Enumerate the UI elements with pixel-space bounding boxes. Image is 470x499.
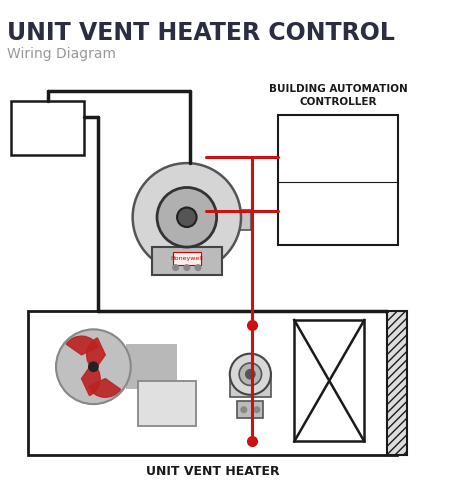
Circle shape: [56, 329, 131, 404]
Circle shape: [254, 407, 260, 413]
Circle shape: [195, 265, 201, 270]
Text: POWER
SOURCE: POWER SOURCE: [23, 116, 73, 139]
Bar: [278, 114, 398, 246]
Text: Wiring Diagram: Wiring Diagram: [8, 47, 117, 61]
Bar: [230, 373, 271, 397]
Bar: [237, 401, 263, 418]
Bar: [11, 100, 84, 155]
Wedge shape: [81, 363, 100, 396]
Circle shape: [184, 265, 189, 270]
Bar: [235, 210, 251, 231]
Wedge shape: [66, 336, 98, 355]
Circle shape: [173, 265, 179, 270]
Circle shape: [89, 362, 98, 371]
Circle shape: [133, 163, 241, 271]
Text: Digital
Input: Digital Input: [290, 151, 336, 181]
Text: Digital
Input: Digital Input: [290, 203, 336, 232]
Text: UNIT VENT HEATER CONTROL: UNIT VENT HEATER CONTROL: [8, 21, 395, 45]
Circle shape: [246, 370, 255, 379]
Circle shape: [241, 407, 247, 413]
Wedge shape: [86, 338, 105, 370]
Circle shape: [157, 188, 217, 247]
Text: BUILDING AUTOMATION
CONTROLLER: BUILDING AUTOMATION CONTROLLER: [269, 84, 407, 107]
Bar: [173, 251, 201, 265]
Circle shape: [177, 208, 196, 227]
Circle shape: [230, 354, 271, 395]
Bar: [152, 247, 222, 275]
Bar: [126, 344, 178, 389]
Bar: [294, 320, 364, 442]
Wedge shape: [88, 379, 121, 397]
Bar: [28, 311, 397, 456]
Bar: [138, 381, 196, 426]
Circle shape: [239, 363, 262, 385]
Text: Honeywell: Honeywell: [171, 256, 203, 261]
Bar: [135, 210, 152, 231]
Text: UNIT VENT HEATER: UNIT VENT HEATER: [146, 465, 279, 478]
Bar: [387, 311, 407, 456]
